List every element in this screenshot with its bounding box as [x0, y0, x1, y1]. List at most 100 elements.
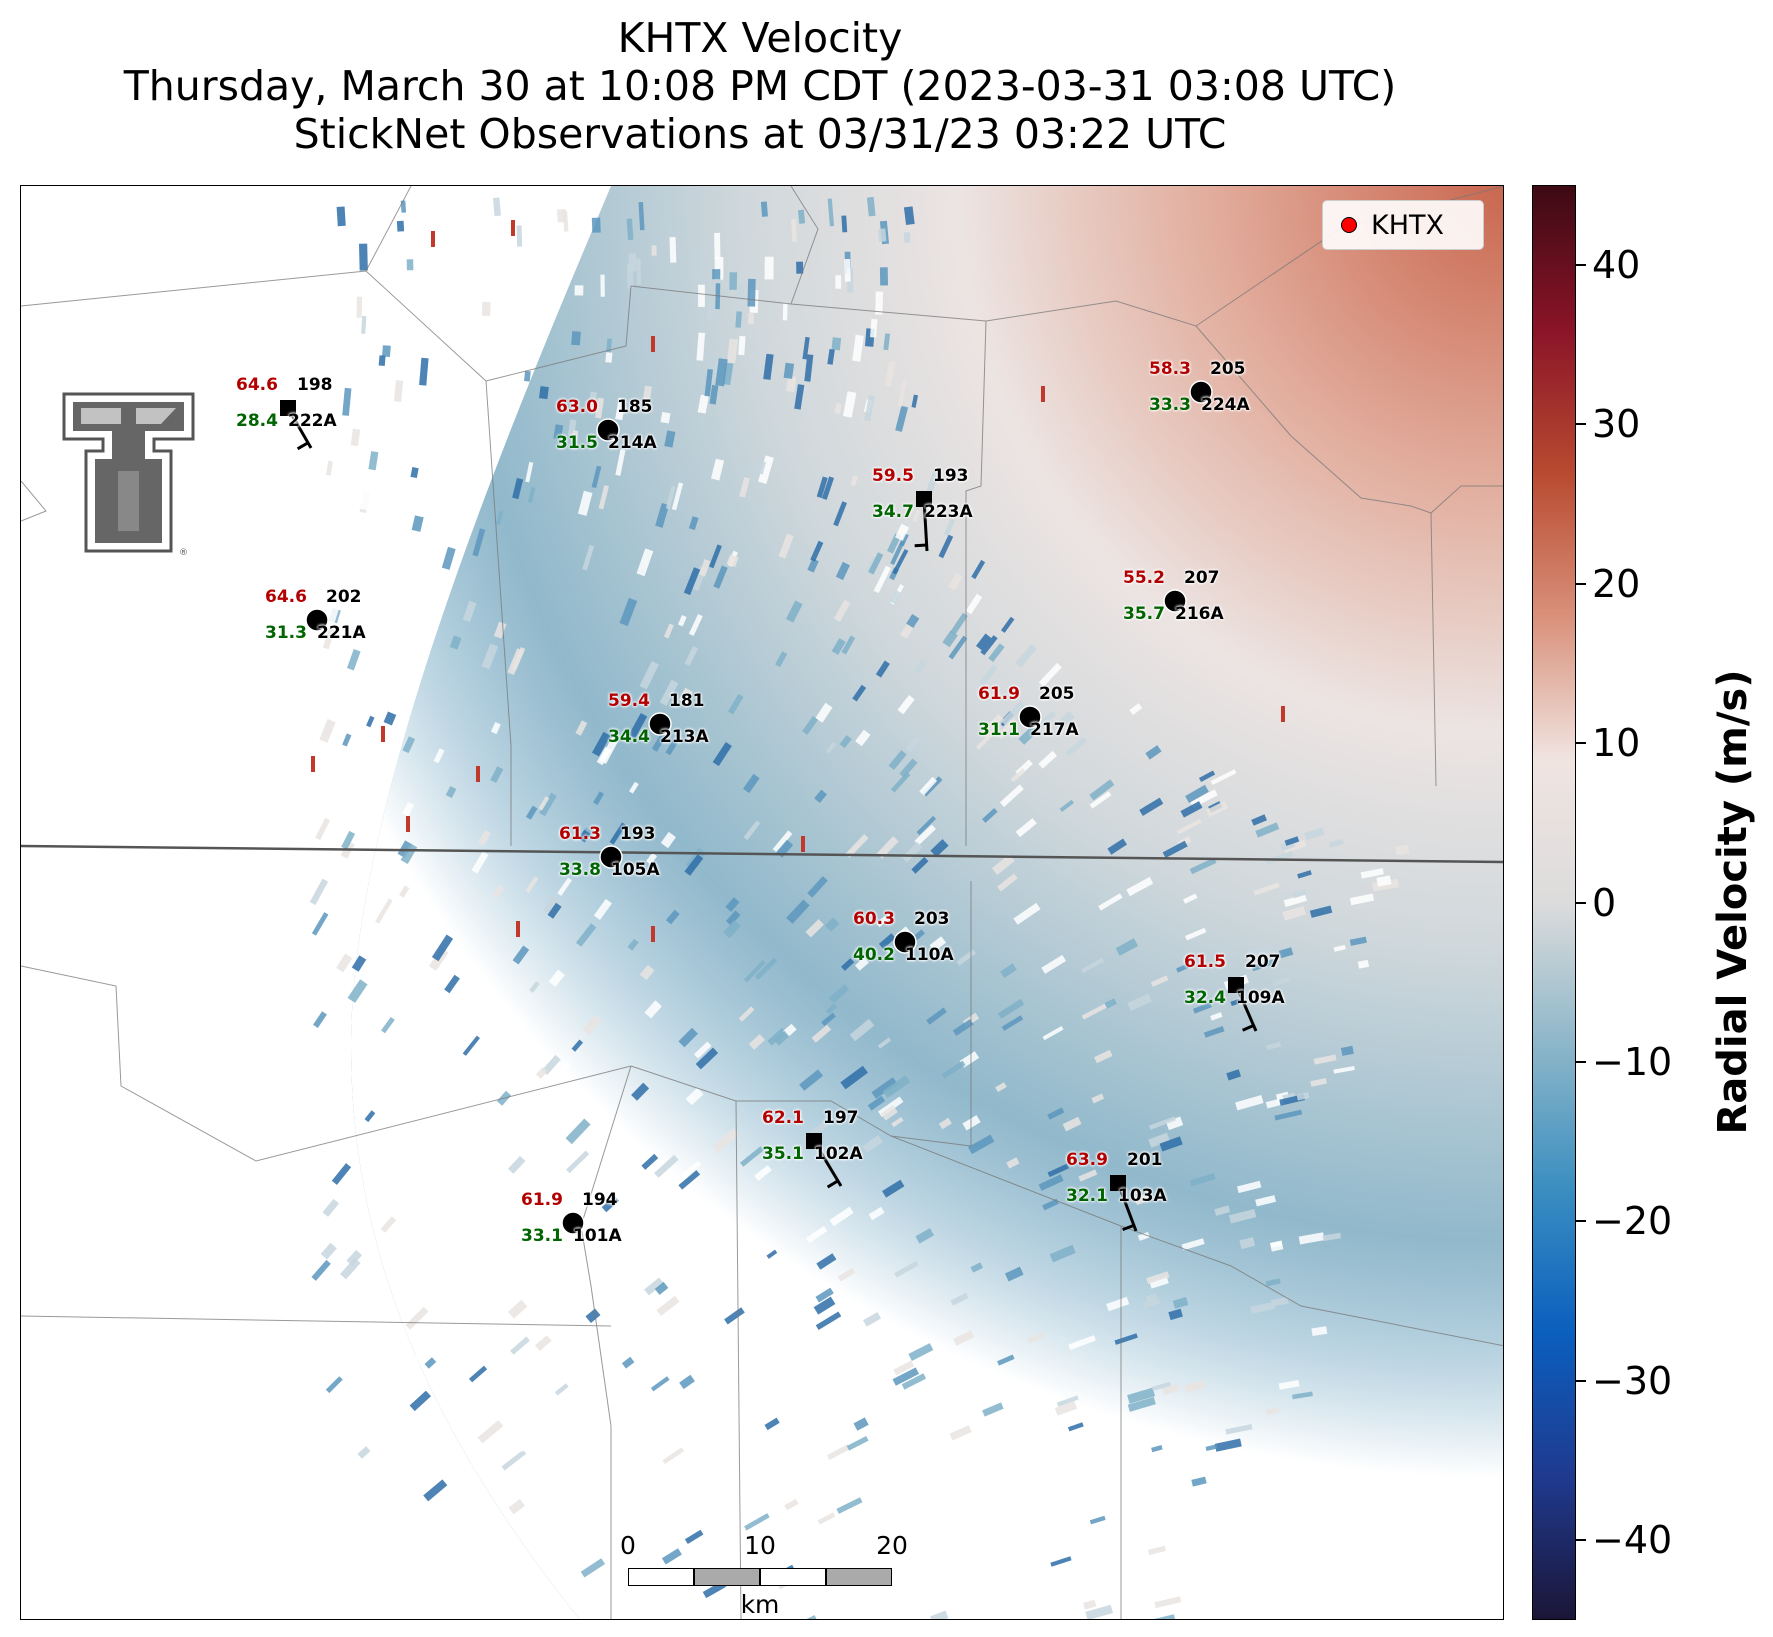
radar-gate: [883, 333, 891, 351]
radar-gate: [651, 729, 669, 752]
radar-gate: [982, 1402, 1004, 1417]
radar-gate: [1142, 1297, 1161, 1309]
station-marker[interactable]: [916, 491, 932, 507]
radar-gate: [381, 1017, 395, 1034]
radar-gate: [1247, 943, 1273, 959]
radar-gate: [1015, 818, 1037, 838]
radar-gate: [654, 1281, 669, 1295]
radar-gate: [1226, 1069, 1241, 1081]
radar-gate: [1235, 1095, 1264, 1111]
radar-gate: [1004, 1266, 1024, 1282]
radar-gate: [438, 1542, 463, 1563]
station-marker[interactable]: [280, 400, 296, 416]
radar-gate: [565, 1118, 591, 1145]
radar-gate: [728, 694, 744, 715]
station-id: 103A: [1118, 1186, 1167, 1206]
radar-gate-outbound: [406, 816, 410, 832]
station-temperature: 63.0: [556, 397, 598, 417]
station-marker[interactable]: [1228, 977, 1244, 993]
radar-gate: [965, 593, 983, 615]
radar-gate: [578, 829, 591, 843]
radar-gate: [1311, 1326, 1328, 1337]
colorbar-tick-label: −30: [1592, 1358, 1673, 1403]
radar-gate: [1309, 905, 1333, 918]
station-id: 223A: [924, 502, 973, 522]
radar-gate: [399, 885, 410, 898]
scale-bar-label: 10: [744, 1531, 776, 1560]
radar-gate: [911, 856, 929, 874]
radar-gate: [912, 509, 921, 523]
station-marker[interactable]: [1110, 1175, 1126, 1191]
radar-gate: [1340, 1045, 1354, 1056]
radar-gate: [799, 1069, 824, 1091]
station-marker[interactable]: [648, 712, 672, 736]
radar-gate: [483, 382, 492, 400]
wind-barb-flag: [1242, 1024, 1255, 1032]
radar-gate: [524, 370, 531, 382]
station-dewpoint: 33.1: [521, 1226, 563, 1246]
radar-gate: [1145, 745, 1162, 760]
station-dewpoint: 32.4: [1184, 988, 1226, 1008]
radar-gate: [557, 877, 573, 896]
radar-gate: [575, 720, 588, 736]
radar-gate: [850, 475, 859, 487]
radar-gate: [1270, 1296, 1289, 1307]
colorbar-tick-mark: [1576, 263, 1586, 266]
wind-barb-flag: [826, 1179, 839, 1189]
station-marker[interactable]: [599, 845, 623, 869]
radar-gate: [743, 773, 760, 794]
station-markers[interactable]: [280, 380, 1244, 1235]
radar-gate: [606, 338, 612, 353]
scale-bar-unit: km: [740, 1590, 780, 1619]
station-marker[interactable]: [1018, 705, 1042, 729]
radar-gate: [1304, 827, 1325, 841]
station-marker[interactable]: [806, 1133, 822, 1149]
radar-gate: [1148, 1132, 1170, 1148]
radar-gate: [924, 1514, 944, 1526]
radar-gate: [738, 335, 746, 356]
radar-gate: [405, 1306, 429, 1330]
radar-gate: [877, 1037, 892, 1049]
station-marker[interactable]: [893, 930, 917, 954]
station-marker[interactable]: [1163, 589, 1187, 613]
radar-gate: [662, 1447, 685, 1464]
radar-gate: [1229, 1209, 1257, 1224]
radar-gate: [796, 261, 804, 274]
radar-gate: [729, 272, 738, 290]
radar-gate: [492, 197, 501, 217]
radar-gate: [814, 789, 827, 803]
station-marker[interactable]: [596, 418, 620, 442]
radar-gate: [853, 1417, 869, 1431]
radar-gate: [1056, 1395, 1079, 1407]
radar-gate: [903, 206, 915, 225]
station-marker[interactable]: [1189, 380, 1213, 404]
radar-gate: [804, 354, 814, 382]
radar-gate: [1089, 1515, 1106, 1525]
radar-gate: [763, 353, 774, 380]
station-wind-direction: 207: [1184, 568, 1220, 588]
radar-gate: [342, 387, 352, 416]
radar-gate: [1129, 703, 1143, 715]
radar-map-panel[interactable]: ® 64.6 198 28.4 222A 63.0 185 31.5 214A 58.3 205 3…: [20, 185, 1504, 1620]
station-marker[interactable]: [305, 608, 329, 632]
radar-gate: [325, 1376, 343, 1394]
station-marker[interactable]: [561, 1211, 585, 1235]
radar-map[interactable]: [21, 186, 1504, 1620]
radar-gate: [320, 1242, 337, 1260]
radar-gate: [326, 460, 333, 476]
station-id: 217A: [1030, 720, 1079, 740]
radar-gate: [1192, 1002, 1212, 1014]
radar-gate: [512, 478, 524, 500]
radar-gate: [619, 597, 638, 627]
radar-gate: [659, 679, 679, 706]
radar-gate: [539, 792, 557, 817]
radar-gate: [660, 831, 676, 849]
radar-gate: [1165, 1116, 1184, 1131]
radar-gate: [743, 959, 766, 983]
radar-gate: [817, 1512, 836, 1525]
radar-gate: [952, 1019, 974, 1036]
radar-gate: [525, 805, 538, 820]
radar-gate: [639, 964, 655, 981]
radar-gate: [406, 259, 414, 271]
radar-gate: [953, 1330, 975, 1346]
